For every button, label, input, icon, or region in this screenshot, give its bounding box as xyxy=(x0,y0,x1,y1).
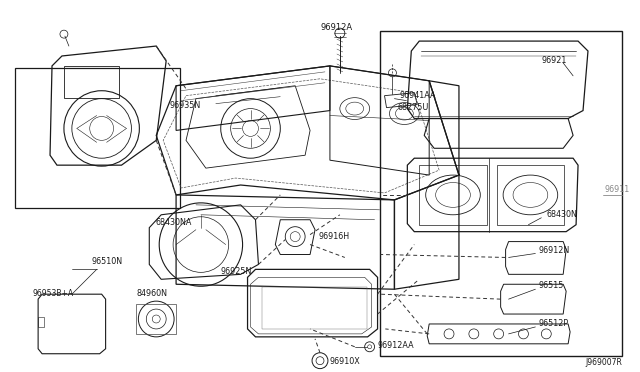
Text: 96912N: 96912N xyxy=(538,246,570,254)
Bar xyxy=(64,66,118,98)
Text: 68275U: 68275U xyxy=(397,103,429,112)
Bar xyxy=(262,287,367,329)
Text: 84960N: 84960N xyxy=(136,289,168,298)
Text: 96935N: 96935N xyxy=(169,101,200,110)
Bar xyxy=(38,317,44,327)
Text: 68430NA: 68430NA xyxy=(156,218,191,227)
Text: 68430N: 68430N xyxy=(547,210,577,219)
Text: 96912A: 96912A xyxy=(320,23,352,32)
Text: 96953B+A: 96953B+A xyxy=(32,289,74,298)
Bar xyxy=(15,68,180,208)
Text: 96515: 96515 xyxy=(538,281,564,290)
Text: 96911: 96911 xyxy=(605,185,630,194)
Text: 96912AA: 96912AA xyxy=(378,341,414,350)
Bar xyxy=(380,31,621,356)
Text: 96916H: 96916H xyxy=(318,232,349,241)
Bar xyxy=(136,304,176,334)
Bar xyxy=(497,165,564,225)
Text: 96510N: 96510N xyxy=(92,257,123,266)
Text: 96941AA: 96941AA xyxy=(399,91,436,100)
Text: 96925N: 96925N xyxy=(221,267,252,276)
Text: 96921: 96921 xyxy=(541,56,566,65)
Text: 96910X: 96910X xyxy=(330,357,361,366)
Text: J969007R: J969007R xyxy=(586,357,623,367)
Bar xyxy=(419,165,487,225)
Text: 96512P: 96512P xyxy=(538,319,568,328)
